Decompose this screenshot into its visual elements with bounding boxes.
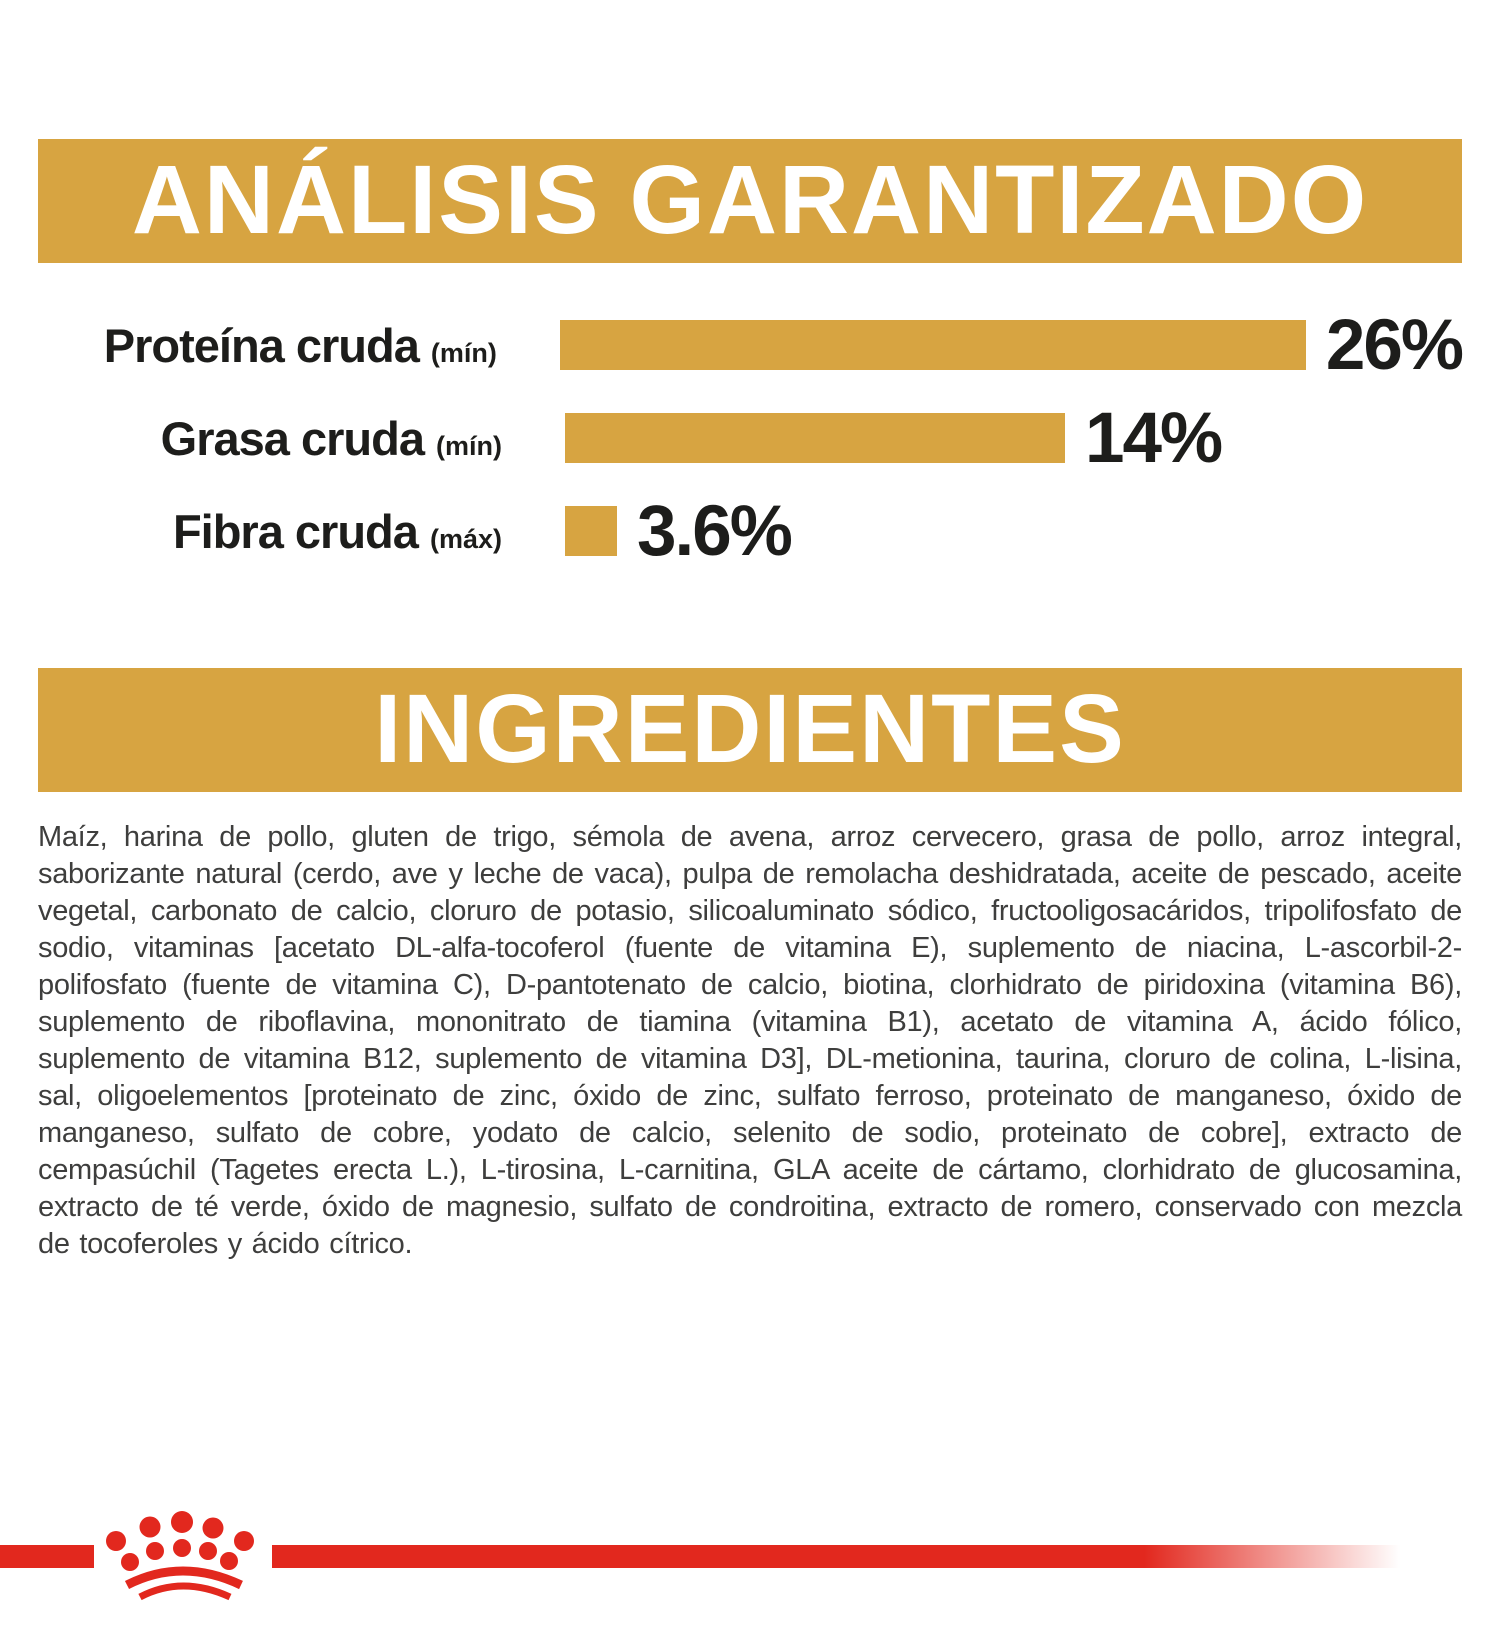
fat-label: Grasa cruda (mín) (38, 415, 502, 462)
fiber-label: Fibra cruda (máx) (38, 508, 502, 555)
protein-label: Proteína cruda (mín) (38, 322, 497, 369)
ingredients-banner: INGREDIENTES (38, 668, 1462, 792)
protein-bar (559, 320, 1306, 370)
fat-value: 14% (1085, 398, 1223, 478)
protein-value: 26% (1325, 305, 1464, 385)
protein-label-text: Proteína cruda (103, 318, 420, 372)
fat-qualifier: (mín) (436, 430, 502, 461)
fiber-qualifier: (máx) (429, 523, 502, 554)
brand-line-right (272, 1545, 1435, 1568)
ingredients-title: INGREDIENTES (374, 673, 1126, 783)
fiber-value: 3.6% (637, 491, 793, 571)
analysis-banner: ANÁLISIS GARANTIZADO (38, 139, 1462, 263)
chart-row-protein: Proteína cruda (mín) 26% (38, 310, 1464, 381)
fat-bar (565, 413, 1065, 463)
fat-label-text: Grasa cruda (160, 411, 425, 465)
protein-qualifier: (mín) (430, 337, 497, 368)
guaranteed-analysis-chart: Proteína cruda (mín) 26% Grasa cruda (mí… (38, 310, 1464, 567)
chart-row-fiber: Fibra cruda (máx) 3.6% (38, 496, 1462, 567)
fiber-label-text: Fibra cruda (172, 504, 419, 558)
analysis-title: ANÁLISIS GARANTIZADO (131, 144, 1369, 254)
pet-food-label-panel: ANÁLISIS GARANTIZADO Proteína cruda (mín… (0, 139, 1500, 1639)
brand-line-left (0, 1545, 94, 1568)
ingredients-text: Maíz, harina de pollo, gluten de trigo, … (38, 821, 1462, 1260)
fiber-bar (565, 506, 617, 556)
chart-row-fat: Grasa cruda (mín) 14% (38, 403, 1462, 474)
royal-canin-crown-icon (106, 1511, 254, 1601)
